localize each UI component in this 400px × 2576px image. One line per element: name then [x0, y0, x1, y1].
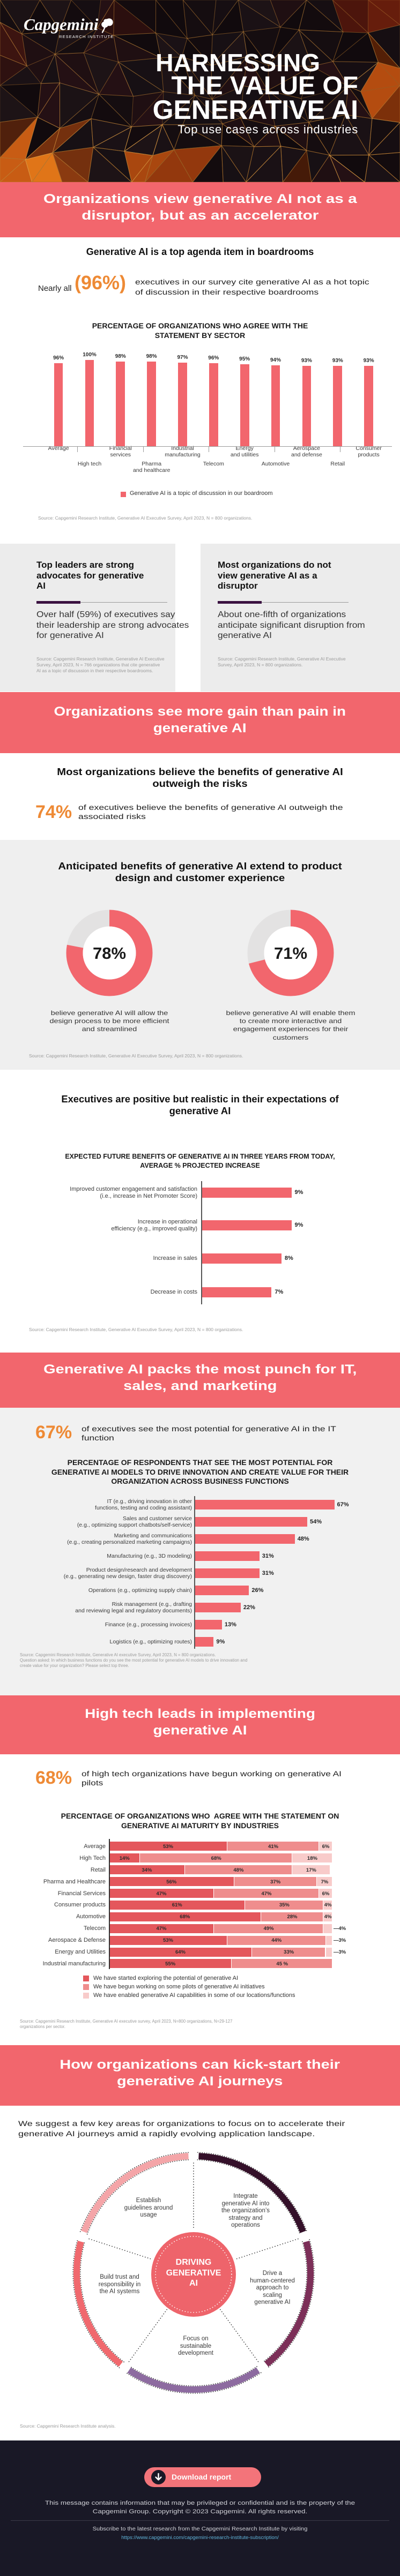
- svg-text:71%: 71%: [274, 944, 307, 963]
- svg-text:78%: 78%: [93, 944, 126, 963]
